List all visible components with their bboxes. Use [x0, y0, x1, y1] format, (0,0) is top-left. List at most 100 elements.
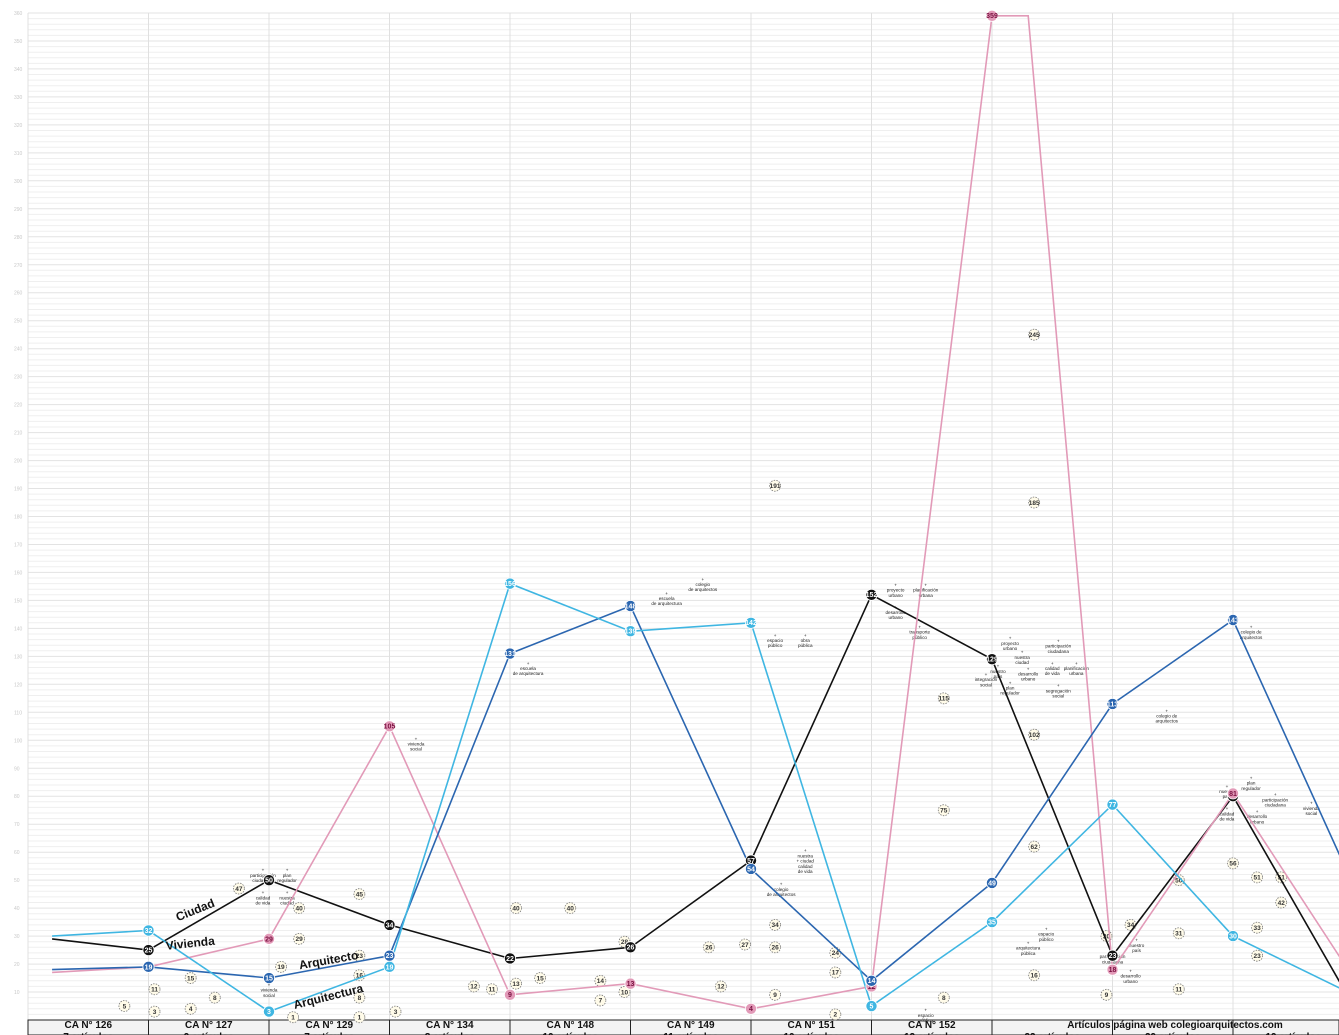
column-label: CA N° 127: [185, 1020, 233, 1031]
minor-point: [1172, 983, 1185, 996]
minor-point-label: 45: [356, 891, 364, 898]
minor-point: [1028, 496, 1041, 509]
minor-point: [293, 932, 306, 945]
annotation-text: planificación: [1064, 666, 1090, 671]
series-name-arquitecto: Arquitecto: [298, 948, 360, 972]
column-label: CA N° 151: [787, 1020, 835, 1031]
series-point-arquitectura: [1106, 798, 1119, 811]
annotation-text: ciudadana: [1265, 803, 1287, 808]
column-dividers: [27, 13, 1234, 1020]
y-tick-label: 280: [14, 235, 23, 241]
minor-point-label: 75: [940, 808, 948, 815]
minor-point: [486, 983, 498, 996]
annotation-text: escuela: [520, 666, 536, 671]
column-subtitle: 9 artículos: [184, 1032, 234, 1035]
minor-point-label: 29: [296, 936, 304, 943]
series-point-label: 5: [870, 1003, 874, 1010]
y-tick-label: 40: [14, 906, 20, 912]
y-tick-label: 210: [14, 431, 23, 437]
annotation-text: pública: [1021, 951, 1036, 956]
minor-point: [148, 983, 161, 996]
series-name-arquitectura: Arquitectura: [292, 981, 365, 1012]
series-point-label: 19: [386, 964, 394, 971]
series-point-label: 113: [1107, 701, 1118, 708]
series-point-arquitecto: [745, 862, 758, 875]
series-name-vivienda: Vivienda: [165, 934, 216, 953]
minor-point-label: 185: [1029, 500, 1040, 507]
annotation-text: de arquitectos: [688, 587, 718, 592]
minor-point-label: 26: [705, 945, 713, 952]
series-point-label: 23: [386, 953, 394, 960]
minor-point-label: 3: [394, 1009, 398, 1016]
annotation-text: regulador: [277, 878, 297, 883]
annotation-text: público: [912, 635, 927, 640]
series-point-label: 131: [504, 651, 516, 658]
series-point-label: 30: [1229, 933, 1237, 940]
series-point-label: 139: [625, 629, 637, 636]
annotation-text: vivienda: [408, 741, 425, 746]
annotation-text: ciudadana: [1102, 959, 1124, 964]
minor-point-label: 26: [771, 945, 779, 952]
y-tick-label: 50: [14, 878, 20, 884]
y-tick-label: 220: [14, 403, 23, 409]
annotation-text: +: [415, 736, 418, 741]
annotation-text: arquitectura: [1016, 946, 1041, 951]
minor-point: [275, 960, 287, 973]
annotation-text: arquitectos: [1155, 719, 1178, 724]
series-point-label: 26: [627, 945, 635, 952]
series-point-arquitectura: [262, 1005, 275, 1018]
y-axis-ticks: 10 20 30 40 50 60 70 80 90 100 110 120 130 140 150 160 1…: [14, 11, 23, 996]
minor-point: [148, 1005, 161, 1018]
minor-point-label: 40: [296, 905, 304, 912]
minor-point-label: 23: [1253, 953, 1261, 960]
series-point-ciudad: [142, 944, 155, 957]
y-tick-label: 320: [14, 123, 23, 129]
annotation-text: regulador: [1241, 786, 1261, 791]
column-subtitle: 29 artículos: [1145, 1032, 1201, 1035]
annotation-text: participación: [250, 873, 276, 878]
minor-point-label: 8: [358, 995, 362, 1002]
annotation-text: social: [980, 682, 992, 687]
annotation-text: de vida: [798, 869, 813, 874]
minor-point: [829, 966, 842, 979]
annotation-text: calidad: [1045, 666, 1060, 671]
annotation-text: +: [1075, 661, 1078, 666]
series-point-label: 4: [749, 1006, 753, 1013]
series-point-label: 29: [265, 936, 273, 943]
annotation-text: +: [1250, 624, 1253, 629]
y-tick-label: 270: [14, 263, 23, 269]
series-lines: [52, 15, 1339, 1013]
annotation-text: +: [804, 633, 807, 638]
minor-point-label: 56: [1229, 861, 1237, 868]
annotation-text: +: [1021, 650, 1024, 655]
minor-point-label: 34: [1127, 922, 1135, 929]
minor-point-label: 12: [470, 984, 478, 991]
minor-point: [510, 977, 522, 990]
series-point-vivienda: [383, 720, 396, 733]
annotations: +participaciónciudadana+planregulador+ca…: [250, 577, 1320, 1023]
minor-point: [937, 804, 950, 817]
minor-point: [184, 1002, 197, 1015]
minor-point: [510, 902, 522, 915]
column-subtitle: 33 artículos: [1024, 1032, 1080, 1035]
series-point-arquitecto: [865, 974, 878, 987]
y-tick-label: 130: [14, 654, 23, 660]
series-point-arquitectura: [745, 616, 758, 629]
annotation-text: urbano: [1123, 979, 1138, 984]
series-point-arquitecto: [1106, 697, 1119, 710]
minor-point: [1028, 728, 1041, 741]
annotation-text: +: [1051, 661, 1054, 666]
annotation-text: +: [262, 890, 265, 895]
annotation-text: nuestro: [1129, 943, 1145, 948]
annotation-text: plan: [1247, 781, 1256, 786]
annotation-text: ciudad: [1015, 660, 1029, 665]
minor-point-label: 7: [599, 998, 603, 1005]
annotation-text: desarrollo: [886, 610, 907, 615]
series-line-ciudad: [52, 593, 1339, 983]
annotation-text: urbana: [919, 593, 934, 598]
annotation-text: +: [1027, 940, 1030, 945]
annotation-text: +: [665, 591, 668, 596]
y-tick-label: 140: [14, 626, 23, 632]
annotation-text: nuestro: [1219, 789, 1235, 794]
